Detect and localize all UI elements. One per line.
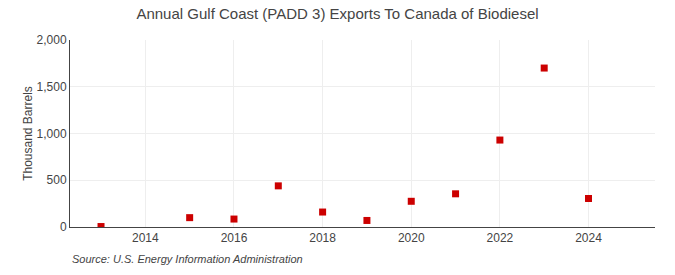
svg-text:2020: 2020 bbox=[398, 231, 425, 245]
svg-text:1,000: 1,000 bbox=[37, 127, 67, 141]
svg-text:2018: 2018 bbox=[309, 231, 336, 245]
svg-text:2024: 2024 bbox=[575, 231, 602, 245]
svg-text:2014: 2014 bbox=[132, 231, 159, 245]
svg-text:2016: 2016 bbox=[221, 231, 248, 245]
svg-text:0: 0 bbox=[60, 220, 67, 234]
svg-text:Annual Gulf Coast (PADD 3) Exp: Annual Gulf Coast (PADD 3) Exports To Ca… bbox=[136, 5, 538, 22]
svg-text:500: 500 bbox=[47, 173, 67, 187]
svg-text:Thousand Barrels: Thousand Barrels bbox=[21, 86, 35, 181]
svg-text:1,500: 1,500 bbox=[37, 80, 67, 94]
svg-text:2022: 2022 bbox=[487, 231, 514, 245]
svg-text:Source: U.S. Energy Informatio: Source: U.S. Energy Information Administ… bbox=[72, 253, 303, 265]
svg-text:2,000: 2,000 bbox=[37, 33, 67, 47]
